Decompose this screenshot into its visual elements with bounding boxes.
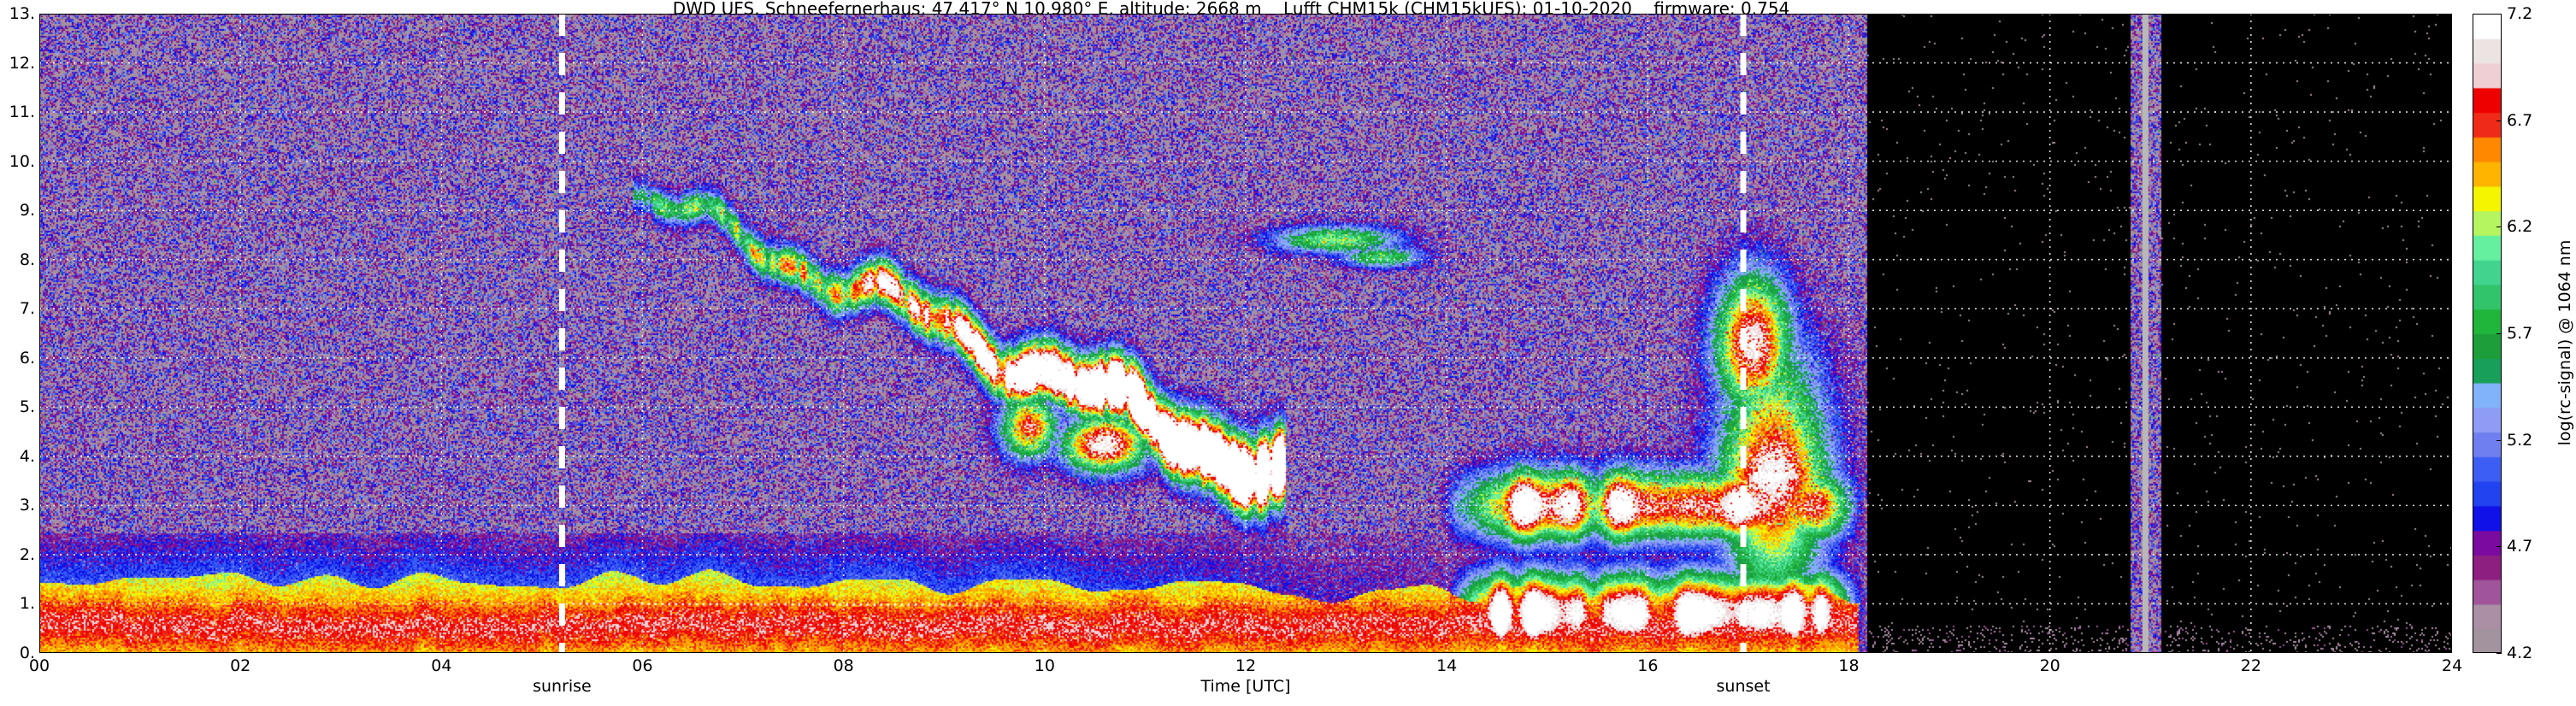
backscatter-heatmap-canvas bbox=[39, 14, 2452, 653]
x-tick-20: 20 bbox=[2039, 656, 2060, 675]
colorbar-tick-5.7: 5.7 bbox=[2507, 324, 2533, 343]
x-tick-00: 00 bbox=[28, 656, 50, 675]
y-tick-12: 12. bbox=[9, 53, 35, 73]
y-tick-1: 1. bbox=[19, 594, 35, 614]
colorbar-tick-4.2: 4.2 bbox=[2507, 644, 2533, 662]
colorbar-tickmark-7.2 bbox=[2496, 14, 2502, 15]
x-tick-24: 24 bbox=[2441, 656, 2463, 675]
colorbar-tickmark-4.2 bbox=[2496, 653, 2502, 654]
x-tick-16: 16 bbox=[1637, 656, 1659, 675]
heatmap-plot-area bbox=[39, 14, 2452, 653]
y-tick-10: 10. bbox=[9, 151, 35, 171]
colorbar-tick-4.7: 4.7 bbox=[2507, 537, 2533, 556]
y-tick-13: 13. bbox=[9, 4, 35, 23]
colorbar-label: log(rc-signal) @ 1064 nm bbox=[2555, 239, 2574, 446]
colorbar-tickmark-5.7 bbox=[2496, 333, 2502, 334]
y-axis-tick-labels: 0. 1. 2. 3. 4. 5. 6. 7. 8. 9. 10. 11. 12. 13. bbox=[0, 0, 38, 706]
y-tick-2: 2. bbox=[19, 544, 35, 564]
colorbar-tickmark-4.7 bbox=[2496, 546, 2502, 548]
figure-title: DWD UFS, Schneefernerhaus; 47.417° N 10.… bbox=[672, 0, 1790, 19]
y-tick-6: 6. bbox=[19, 348, 35, 368]
x-tick-08: 08 bbox=[833, 656, 854, 675]
colorbar-tick-6.2: 6.2 bbox=[2507, 217, 2533, 237]
x-tick-10: 10 bbox=[1034, 656, 1055, 675]
x-tick-12: 12 bbox=[1235, 656, 1257, 675]
sunset-label: sunset bbox=[1716, 677, 1771, 696]
y-tick-7: 7. bbox=[19, 299, 35, 319]
x-tick-06: 06 bbox=[632, 656, 653, 675]
y-tick-3: 3. bbox=[19, 496, 35, 515]
colorbar-tick-6.7: 6.7 bbox=[2507, 110, 2533, 130]
colorbar-tick-7.2: 7.2 bbox=[2507, 4, 2533, 23]
x-tick-04: 04 bbox=[431, 656, 452, 675]
colorbar-tick-5.2: 5.2 bbox=[2507, 430, 2533, 450]
y-tick-8: 8. bbox=[19, 250, 35, 269]
x-tick-14: 14 bbox=[1436, 656, 1458, 675]
y-tick-11: 11. bbox=[9, 103, 35, 122]
y-tick-4: 4. bbox=[19, 446, 35, 466]
x-axis-label: Time [UTC] bbox=[1200, 677, 1291, 696]
y-tick-5: 5. bbox=[19, 397, 35, 417]
y-tick-0: 0. bbox=[19, 644, 35, 662]
x-tick-02: 02 bbox=[230, 656, 251, 675]
colorbar-tickmark-5.2 bbox=[2496, 439, 2502, 441]
sunrise-label: sunrise bbox=[533, 677, 592, 696]
y-tick-9: 9. bbox=[19, 201, 35, 221]
x-tick-22: 22 bbox=[2240, 656, 2261, 675]
x-tick-18: 18 bbox=[1838, 656, 1860, 675]
